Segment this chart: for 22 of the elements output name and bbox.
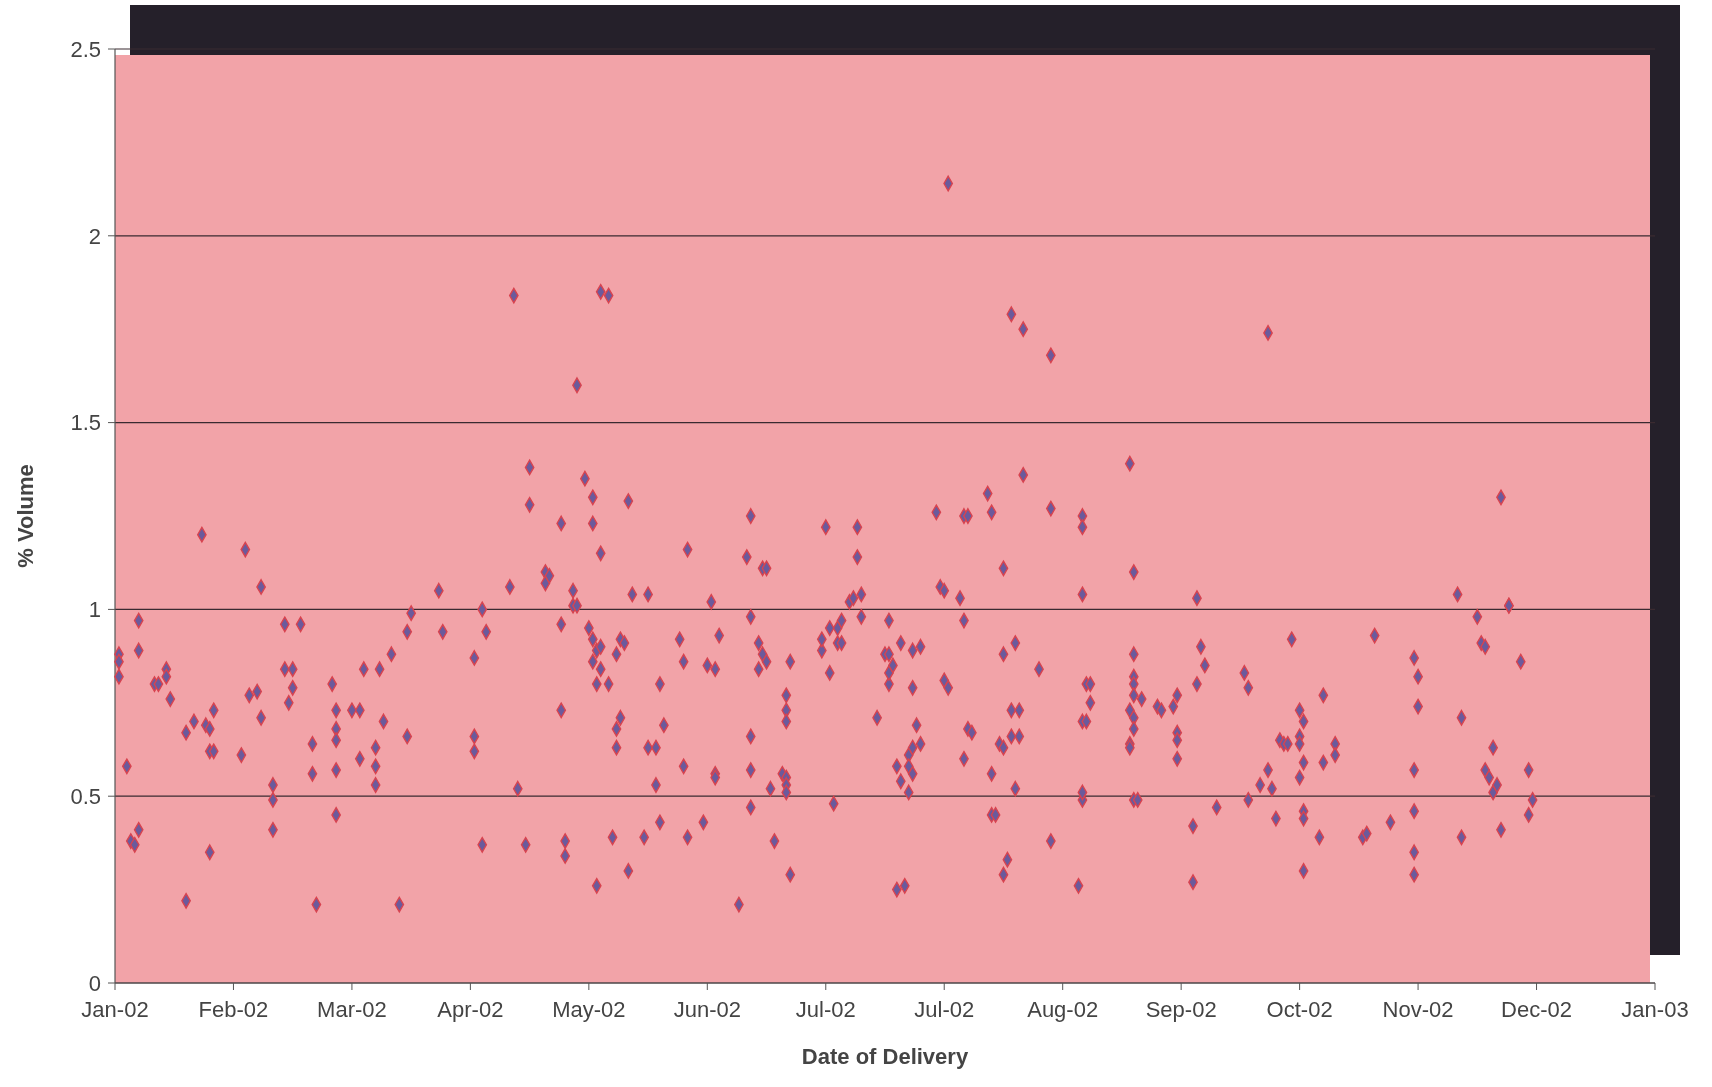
y-tick-label: 2 [88,223,101,249]
x-tick-label: Sep-02 [1145,997,1217,1022]
x-tick-label: Jul-02 [914,997,975,1022]
x-tick-label: May-02 [552,997,626,1022]
x-tick-label: Aug-02 [1027,997,1099,1022]
x-tick-label: Mar-02 [317,997,387,1022]
x-tick-label: Feb-02 [198,997,269,1022]
x-tick-label: Dec-02 [1501,997,1572,1022]
x-tick-label: Jan-02 [81,997,149,1022]
x-tick-label: Jul-02 [795,997,856,1022]
y-tick-label: 0 [88,970,101,996]
y-tick-label: 1.5 [70,410,101,436]
x-tick-label: Jun-02 [673,997,741,1022]
y-tick-label: 2.5 [70,36,101,62]
x-tick-label: Apr-02 [437,997,504,1022]
y-tick-label: 1 [88,597,101,623]
x-tick-label: Oct-02 [1266,997,1333,1022]
x-axis-title: Date of Delivery [801,1044,969,1069]
y-tick-label: 0.5 [70,783,101,809]
x-tick-label: Jan-03 [1621,997,1689,1022]
x-tick-label: Nov-02 [1382,997,1454,1022]
y-axis-title: % Volume [13,464,38,568]
